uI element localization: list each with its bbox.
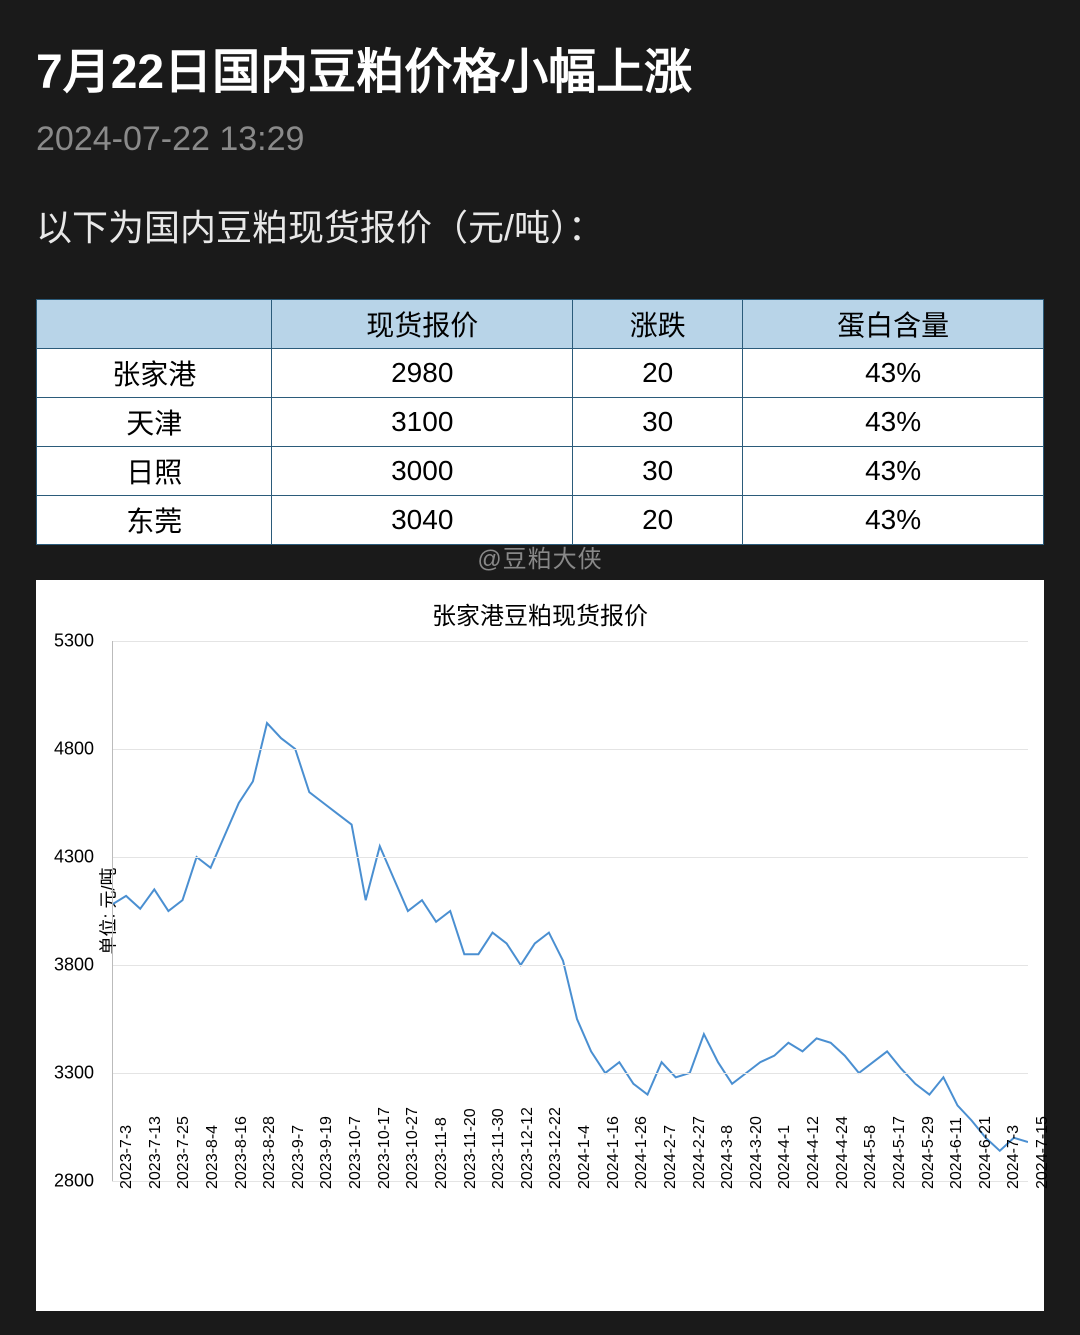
- chart-title: 张家港豆粕现货报价: [42, 596, 1038, 631]
- chart-ytick: 2800: [54, 1171, 94, 1192]
- table-cell: 天津: [37, 398, 272, 447]
- table-header-cell: 现货报价: [272, 300, 573, 349]
- table-cell: 20: [573, 349, 743, 398]
- chart-gridline: [112, 641, 1028, 642]
- table-row: 东莞30402043%: [37, 496, 1044, 545]
- timestamp: 2024-07-22 13:29: [36, 120, 1044, 159]
- table-row: 日照30003043%: [37, 447, 1044, 496]
- chart-ytick: 3800: [54, 955, 94, 976]
- page-title: 7月22日国内豆粕价格小幅上涨: [36, 32, 1044, 102]
- chart-ytick: 5300: [54, 631, 94, 652]
- table-cell: 20: [573, 496, 743, 545]
- chart-gridline: [112, 749, 1028, 750]
- table-cell: 30: [573, 447, 743, 496]
- chart-gridline: [112, 857, 1028, 858]
- table-body: 张家港29802043%天津31003043%日照30003043%东莞3040…: [37, 349, 1044, 545]
- price-table: 现货报价涨跌蛋白含量 张家港29802043%天津31003043%日照3000…: [36, 299, 1044, 545]
- intro-text: 以下为国内豆粕现货报价（元/吨）：: [36, 199, 1044, 251]
- table-header-cell: 蛋白含量: [743, 300, 1044, 349]
- chart-line: [112, 641, 1028, 1181]
- chart-ytick: 4800: [54, 739, 94, 760]
- chart-gridline: [112, 1073, 1028, 1074]
- chart-xtick: 2024-7-15: [1034, 1116, 1080, 1189]
- chart-xticks: 2023-7-32023-7-132023-7-252023-8-42023-8…: [112, 1181, 1028, 1301]
- chart-series-line: [112, 723, 1028, 1151]
- chart-ytick: 4300: [54, 847, 94, 868]
- table-row: 天津31003043%: [37, 398, 1044, 447]
- table-cell: 2980: [272, 349, 573, 398]
- table-header-cell: [37, 300, 272, 349]
- chart-ytick: 3300: [54, 1063, 94, 1084]
- table-header-cell: 涨跌: [573, 300, 743, 349]
- table-row: 张家港29802043%: [37, 349, 1044, 398]
- watermark: @豆粕大侠: [36, 539, 1044, 574]
- price-table-container: 现货报价涨跌蛋白含量 张家港29802043%天津31003043%日照3000…: [36, 299, 1044, 545]
- chart-gridline: [112, 965, 1028, 966]
- table-cell: 张家港: [37, 349, 272, 398]
- table-cell: 3000: [272, 447, 573, 496]
- table-cell: 3040: [272, 496, 573, 545]
- table-cell: 东莞: [37, 496, 272, 545]
- table-cell: 43%: [743, 398, 1044, 447]
- table-cell: 43%: [743, 447, 1044, 496]
- table-cell: 43%: [743, 349, 1044, 398]
- table-cell: 30: [573, 398, 743, 447]
- table-cell: 43%: [743, 496, 1044, 545]
- table-header-row: 现货报价涨跌蛋白含量: [37, 300, 1044, 349]
- table-cell: 3100: [272, 398, 573, 447]
- table-cell: 日照: [37, 447, 272, 496]
- price-chart: 张家港豆粕现货报价 单位: 元/吨 2800330038004300480053…: [36, 580, 1044, 1311]
